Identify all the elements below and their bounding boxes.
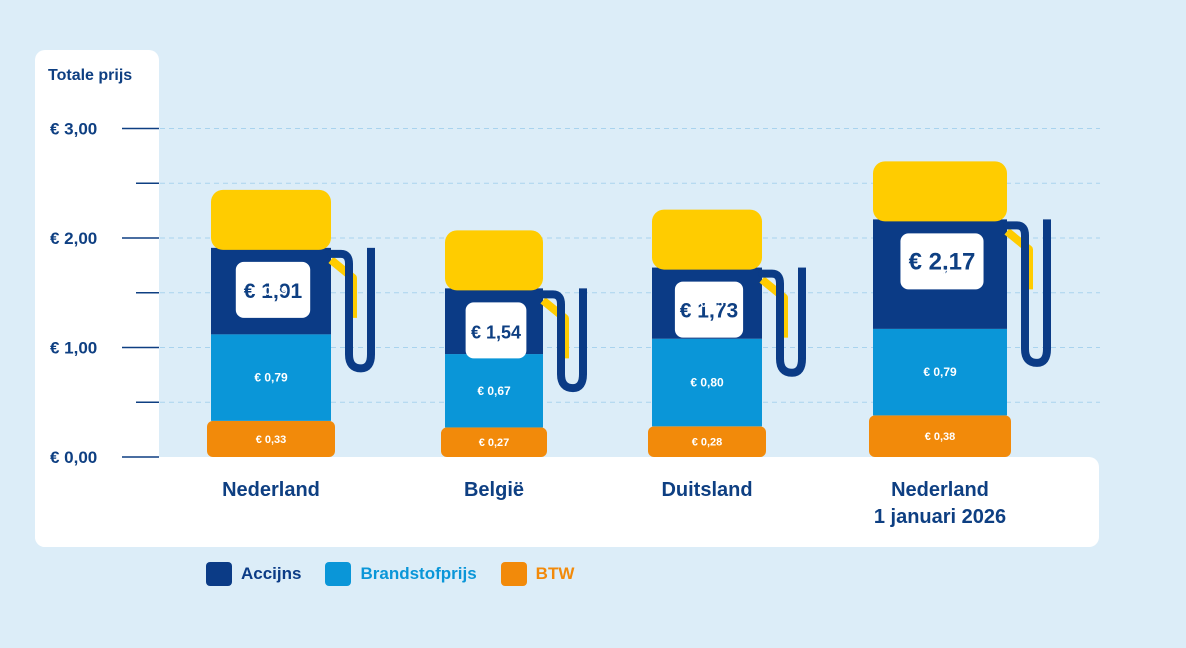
pump-display bbox=[900, 233, 984, 290]
segment-label-btw: € 0,27 bbox=[479, 437, 510, 449]
pump-body bbox=[211, 189, 331, 250]
bar-segment-btw bbox=[207, 420, 335, 457]
y-tick-label: € 2,00 bbox=[50, 229, 97, 248]
pump-hose-riser bbox=[367, 247, 375, 355]
pump-hose bbox=[539, 290, 587, 393]
segment-label-accijns: € 0,60 bbox=[477, 314, 511, 328]
pump-hose-riser bbox=[1043, 219, 1051, 349]
bar-segment-brandstofprijs bbox=[652, 338, 762, 427]
y-tick-label: € 1,00 bbox=[50, 339, 97, 358]
total-price-label: € 2,17 bbox=[909, 248, 976, 275]
pump-display bbox=[674, 281, 744, 338]
pump-hose bbox=[1003, 221, 1051, 367]
bar-segment-btw bbox=[869, 415, 1011, 457]
y-axis-title: Totale prijs bbox=[48, 67, 132, 84]
legend: Accijns Brandstofprijs BTW bbox=[206, 562, 598, 586]
pump-hose bbox=[758, 269, 806, 377]
x-axis-panel bbox=[35, 457, 1099, 547]
pump-hose-riser bbox=[798, 267, 806, 359]
pump-body bbox=[652, 209, 762, 270]
y-tick-label: € 0,00 bbox=[50, 448, 97, 467]
legend-label-accijns: Accijns bbox=[241, 564, 302, 583]
segment-label-btw: € 0,38 bbox=[925, 431, 956, 443]
category-label: België bbox=[464, 479, 524, 501]
legend-swatch-brandstofprijs bbox=[325, 562, 352, 586]
pump-body bbox=[873, 161, 1007, 222]
legend-label-brandstofprijs: Brandstofprijs bbox=[360, 564, 477, 583]
category-label: Nederland bbox=[222, 479, 320, 501]
legend-swatch-btw bbox=[500, 562, 527, 586]
pump-hose-riser bbox=[579, 288, 587, 375]
legend-item-btw: BTW bbox=[500, 562, 575, 586]
y-tick-label: € 3,00 bbox=[50, 120, 97, 139]
bar-segment-btw bbox=[648, 426, 766, 457]
total-price-label: € 1,73 bbox=[680, 300, 738, 323]
bar-segment-brandstofprijs bbox=[211, 334, 331, 421]
legend-swatch-accijns bbox=[206, 562, 232, 586]
pump-display bbox=[465, 302, 527, 359]
bar-segment-brandstofprijs bbox=[445, 354, 543, 428]
segment-label-accijns: € 0,65 bbox=[690, 296, 724, 310]
segment-label-accijns: € 0,79 bbox=[254, 284, 288, 298]
category-sublabel: 1 januari 2026 bbox=[874, 506, 1006, 528]
category-label: Duitsland bbox=[661, 479, 752, 501]
segment-label-brandstofprijs: € 0,79 bbox=[923, 365, 957, 379]
y-axis-panel bbox=[35, 50, 159, 547]
total-price-label: € 1,91 bbox=[244, 280, 303, 303]
legend-item-brandstofprijs: Brandstofprijs bbox=[325, 562, 477, 586]
legend-label-btw: BTW bbox=[535, 564, 575, 583]
segment-label-accijns: € 1,00 bbox=[923, 267, 957, 281]
pump-display bbox=[235, 261, 311, 318]
pump-hose bbox=[327, 249, 375, 373]
bar-segment-btw bbox=[441, 427, 547, 457]
segment-label-brandstofprijs: € 0,79 bbox=[254, 371, 288, 385]
segment-label-brandstofprijs: € 0,80 bbox=[690, 376, 724, 390]
total-price-label: € 1,54 bbox=[471, 322, 521, 342]
segment-label-btw: € 0,33 bbox=[256, 434, 287, 446]
legend-item-accijns: Accijns bbox=[206, 562, 301, 586]
pump-body bbox=[445, 230, 543, 291]
bar-segment-brandstofprijs bbox=[873, 328, 1007, 416]
segment-label-btw: € 0,28 bbox=[692, 437, 723, 449]
segment-label-brandstofprijs: € 0,67 bbox=[477, 384, 511, 398]
category-label: Nederland bbox=[891, 479, 989, 501]
